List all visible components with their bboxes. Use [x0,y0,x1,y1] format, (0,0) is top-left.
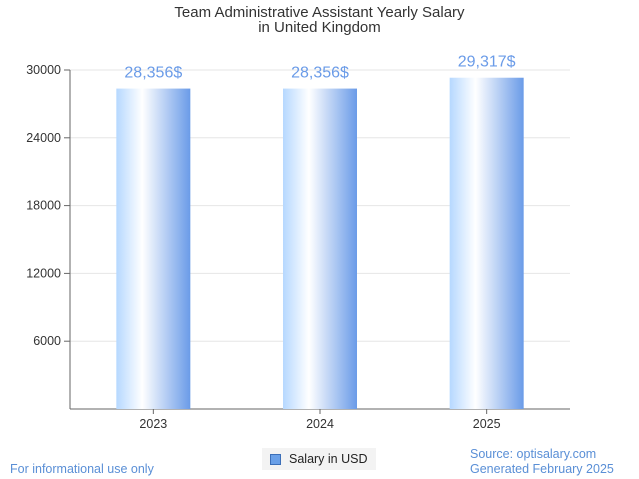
bar-2024 [283,88,357,409]
legend-swatch-salary [270,453,281,465]
data-label-2024: 28,356$ [291,65,349,82]
data-label-2023: 28,356$ [124,65,182,82]
y-tick-label-24000: 24000 [26,131,61,145]
chart-title-line-1: Team Administrative Assistant Yearly Sal… [174,4,465,21]
x-tick-label-2024: 2024 [306,417,334,431]
y-tick-label-18000: 18000 [26,199,61,213]
legend: Salary in USD [262,448,376,470]
bar-2023 [116,88,191,409]
x-tick-label-2023: 2023 [139,417,167,431]
y-tick-label-6000: 6000 [33,334,61,348]
x-tick-label-2025: 2025 [473,417,501,431]
bar-2025 [449,77,524,410]
chart-title-line-2: in United Kingdom [258,19,381,36]
data-label-2025: 29,317$ [458,54,516,71]
y-tick-label-30000: 30000 [26,63,61,77]
footer-source: Source: optisalary.com [470,447,597,461]
footer-generated: Generated February 2025 [470,462,614,476]
legend-label-salary: Salary in USD [289,452,368,466]
footer-note: For informational use only [10,462,154,476]
y-tick-label-12000: 12000 [26,266,61,280]
